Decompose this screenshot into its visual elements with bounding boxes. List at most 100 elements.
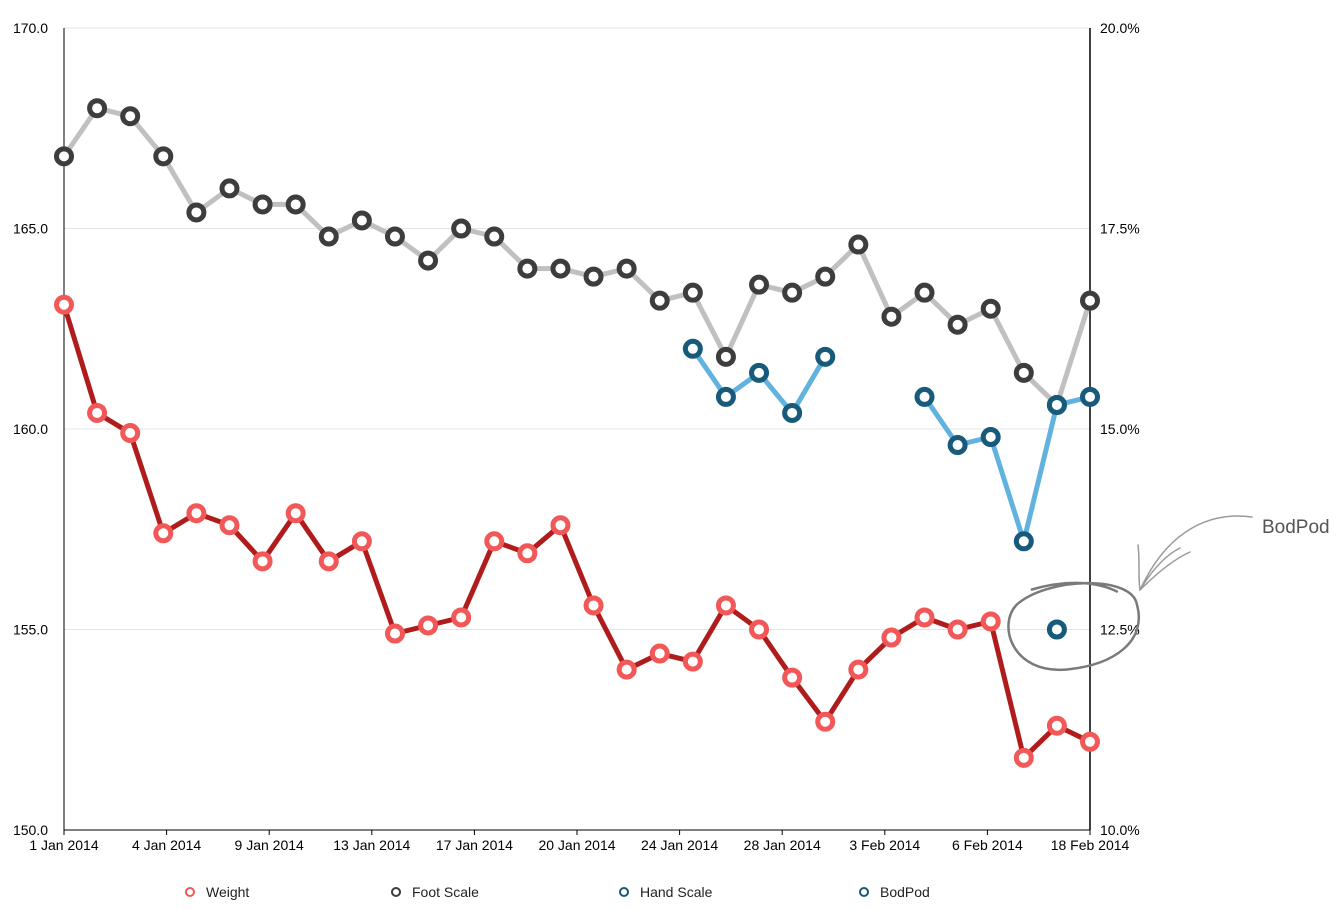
weight-point [881, 627, 902, 648]
weight-point [649, 643, 670, 664]
foot-scale-point [649, 290, 670, 311]
x-tick-label: 28 Jan 2014 [744, 837, 821, 853]
weight-point [914, 607, 935, 628]
weight-point [782, 667, 803, 688]
foot-scale-point [914, 282, 935, 303]
foot-scale-point [815, 266, 836, 287]
x-tick-label: 20 Jan 2014 [538, 837, 615, 853]
weight-point [980, 611, 1001, 632]
foot-scale-point [715, 346, 736, 367]
hand-scale-point [782, 402, 803, 423]
hand-scale-point [815, 346, 836, 367]
legend-marker-hand-scale [619, 887, 629, 897]
foot-scale-point [418, 250, 439, 271]
legend-label-hand-scale: Hand Scale [640, 884, 713, 900]
legend-marker-weight [185, 887, 195, 897]
annotation-label: BodPod [1262, 517, 1330, 538]
foot-scale-point [550, 258, 571, 279]
hand-scale-point [1046, 394, 1067, 415]
grid-lines [64, 27, 1090, 831]
weight-point [682, 651, 703, 672]
weight-point [583, 595, 604, 616]
hand-scale-point [1013, 531, 1034, 552]
y-right-tick-label: 12.5% [1100, 622, 1140, 638]
annotation-circle [1007, 581, 1140, 671]
x-tick-label: 18 Feb 2014 [1051, 837, 1130, 853]
y-left-tick-label: 170.0 [13, 20, 48, 36]
y-left-tick-label: 160.0 [13, 421, 48, 437]
foot-scale-point [351, 210, 372, 231]
y-left-tick-label: 150.0 [13, 822, 48, 838]
weight-point [1080, 731, 1100, 752]
foot-scale-line [61, 105, 1093, 408]
foot-scale-point [682, 282, 703, 303]
legend-marker-foot-scale [391, 887, 401, 897]
foot-scale-point [451, 218, 472, 239]
x-tick-label: 17 Jan 2014 [436, 837, 513, 853]
foot-scale-point [749, 274, 770, 295]
weight-point [252, 551, 273, 572]
weight-point [451, 607, 472, 628]
weight-point [1046, 715, 1067, 736]
x-tick-label: 13 Jan 2014 [333, 837, 410, 853]
weight-point [351, 531, 372, 552]
y-left-tick-label: 165.0 [13, 221, 48, 237]
foot-scale-point [153, 146, 174, 167]
foot-scale-point [980, 298, 1001, 319]
weight-point [318, 551, 339, 572]
weight-point [219, 515, 240, 536]
x-tick-label: 3 Feb 2014 [849, 837, 920, 853]
bodpod-annotation: BodPod [1007, 515, 1330, 671]
legend-label-weight: Weight [206, 884, 249, 900]
weight-point [484, 531, 505, 552]
hand-scale-point [980, 427, 1001, 448]
x-tick-label: 1 Jan 2014 [29, 837, 98, 853]
annotation-arrow [1137, 515, 1253, 592]
weight-point [848, 659, 869, 680]
legend-marker-bodpod [859, 887, 869, 897]
y-right-tick-label: 15.0% [1100, 421, 1140, 437]
weight-point [1013, 747, 1034, 768]
axes: 150.0 10.0% 155.0 12.5% 160.0 15.0% 165.0 17.5%… [13, 20, 1140, 853]
foot-scale-point [186, 202, 207, 223]
foot-scale-point [517, 258, 538, 279]
legend-label-bodpod: BodPod [880, 884, 930, 900]
series-markers [54, 98, 1100, 768]
legend: Weight Foot Scale Hand Scale BodPod [185, 884, 930, 900]
legend-label-foot-scale: Foot Scale [412, 884, 479, 900]
hand-scale-line [922, 394, 1093, 544]
foot-scale-point [583, 266, 604, 287]
foot-scale-point [252, 194, 273, 215]
weight-point [285, 503, 306, 524]
foot-scale-point [1013, 362, 1034, 383]
foot-scale-point [484, 226, 505, 247]
foot-scale-point [947, 314, 968, 335]
hand-scale-point [715, 386, 736, 407]
y-right-tick-label: 17.5% [1100, 221, 1140, 237]
x-tick-label: 9 Jan 2014 [235, 837, 304, 853]
foot-scale-point [848, 234, 869, 255]
foot-scale-point [54, 146, 74, 167]
weight-point [749, 619, 770, 640]
weight-point [418, 615, 439, 636]
foot-scale-point [120, 106, 141, 127]
hand-scale-point [1080, 386, 1100, 407]
series-lines [61, 105, 1093, 761]
hand-scale-point [947, 435, 968, 456]
x-tick-label: 4 Jan 2014 [132, 837, 201, 853]
y-right-tick-label: 20.0% [1100, 20, 1140, 36]
foot-scale-point [616, 258, 637, 279]
weight-point [715, 595, 736, 616]
weight-line [61, 302, 1093, 761]
weight-point [947, 619, 968, 640]
foot-scale-point [87, 98, 108, 119]
foot-scale-point [384, 226, 405, 247]
weight-point [120, 423, 141, 444]
x-tick-label: 6 Feb 2014 [952, 837, 1023, 853]
foot-scale-point [782, 282, 803, 303]
weight-point [54, 294, 74, 315]
weight-point [550, 515, 571, 536]
weight-point [384, 623, 405, 644]
x-tick-label: 24 Jan 2014 [641, 837, 718, 853]
weight-point [186, 503, 207, 524]
